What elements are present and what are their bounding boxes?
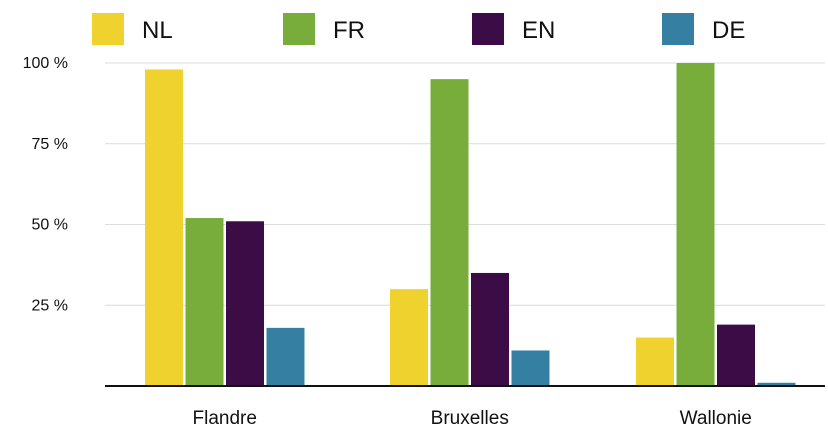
bars bbox=[145, 63, 796, 387]
bar-group-bruxelles bbox=[390, 79, 550, 387]
bar-nl-flandre bbox=[145, 69, 183, 387]
bar-en-bruxelles bbox=[471, 272, 509, 386]
x-tick-label-bruxelles: Bruxelles bbox=[431, 408, 509, 429]
legend-item-nl: NL bbox=[92, 13, 173, 45]
legend-label-fr: FR bbox=[333, 17, 365, 44]
legend-swatch-nl bbox=[92, 13, 124, 45]
bar-nl-bruxelles bbox=[390, 289, 428, 386]
legend: NL FR EN DE bbox=[92, 13, 745, 45]
legend-item-de: DE bbox=[662, 13, 745, 45]
bar-de-wallonie bbox=[757, 382, 796, 386]
x-tick-label-wallonie: Wallonie bbox=[680, 408, 752, 429]
y-axis-ticks: 25 % 50 % 75 % 100 % bbox=[23, 55, 68, 314]
y-tick-label: 100 % bbox=[23, 55, 68, 72]
legend-item-fr: FR bbox=[283, 13, 365, 45]
bar-fr-bruxelles bbox=[430, 79, 469, 387]
y-tick-label: 75 % bbox=[32, 136, 68, 153]
bar-group-flandre bbox=[145, 69, 305, 387]
y-tick-label: 50 % bbox=[32, 217, 68, 234]
x-tick-label-flandre: Flandre bbox=[193, 408, 257, 429]
bar-nl-wallonie bbox=[636, 337, 674, 386]
y-tick-label: 25 % bbox=[32, 297, 68, 314]
legend-swatch-fr bbox=[283, 13, 315, 45]
legend-label-de: DE bbox=[712, 17, 745, 44]
legend-swatch-en bbox=[472, 13, 504, 45]
bar-de-bruxelles bbox=[511, 350, 550, 386]
bar-fr-wallonie bbox=[676, 63, 715, 386]
legend-label-nl: NL bbox=[142, 17, 173, 44]
legend-label-en: EN bbox=[522, 17, 555, 44]
bar-en-wallonie bbox=[717, 324, 755, 386]
legend-swatch-de bbox=[662, 13, 694, 45]
legend-item-en: EN bbox=[472, 13, 555, 45]
x-axis-labels: Flandre Bruxelles Wallonie bbox=[193, 408, 752, 429]
bar-en-flandre bbox=[226, 221, 264, 386]
bar-de-flandre bbox=[266, 327, 305, 386]
bar-group-wallonie bbox=[636, 63, 796, 386]
bar-fr-flandre bbox=[185, 218, 224, 386]
